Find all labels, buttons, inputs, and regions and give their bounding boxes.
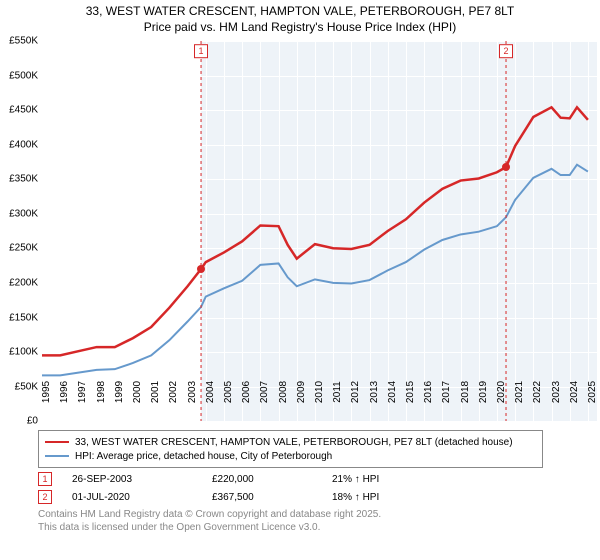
- marker-row-2: 2 01-JUL-2020 £367,500 18% ↑ HPI: [38, 488, 558, 506]
- y-tick-label: £400K: [9, 139, 38, 150]
- y-tick-label: £0: [27, 416, 38, 427]
- y-tick-label: £50K: [15, 381, 38, 392]
- y-tick-label: £250K: [9, 243, 38, 254]
- y-tick-label: £500K: [9, 70, 38, 81]
- legend-row-2: HPI: Average price, detached house, City…: [45, 449, 536, 463]
- legend-swatch-1: [45, 441, 69, 444]
- marker-date-2: 01-JUL-2020: [72, 492, 192, 503]
- footnote: Contains HM Land Registry data © Crown c…: [38, 508, 578, 534]
- y-tick-label: £450K: [9, 105, 38, 116]
- y-tick-label: £300K: [9, 208, 38, 219]
- legend-row-1: 33, WEST WATER CRESCENT, HAMPTON VALE, P…: [45, 435, 536, 449]
- title-line-1: 33, WEST WATER CRESCENT, HAMPTON VALE, P…: [4, 4, 596, 20]
- legend-label-2: HPI: Average price, detached house, City…: [75, 451, 332, 462]
- footnote-line-2: This data is licensed under the Open Gov…: [38, 521, 578, 534]
- chart-marker-2: 2: [499, 44, 513, 58]
- footnote-line-1: Contains HM Land Registry data © Crown c…: [38, 508, 578, 521]
- legend-label-1: 33, WEST WATER CRESCENT, HAMPTON VALE, P…: [75, 437, 513, 448]
- marker-num-2: 2: [42, 492, 47, 502]
- legend-swatch-2: [45, 455, 69, 458]
- marker-price-1: £220,000: [212, 474, 312, 485]
- chart-title: 33, WEST WATER CRESCENT, HAMPTON VALE, P…: [4, 4, 596, 35]
- data-point-2: [502, 163, 510, 171]
- y-tick-label: £100K: [9, 347, 38, 358]
- chart-marker-1: 1: [194, 44, 208, 58]
- marker-box-1: 1: [38, 472, 52, 486]
- marker-row-1: 1 26-SEP-2003 £220,000 21% ↑ HPI: [38, 470, 558, 488]
- data-point-1: [197, 265, 205, 273]
- y-tick-label: £200K: [9, 278, 38, 289]
- title-line-2: Price paid vs. HM Land Registry's House …: [4, 20, 596, 36]
- y-tick-label: £150K: [9, 312, 38, 323]
- y-axis: £0£50K£100K£150K£200K£250K£300K£350K£400…: [4, 41, 40, 421]
- marker-box-2: 2: [38, 490, 52, 504]
- markers-table: 1 26-SEP-2003 £220,000 21% ↑ HPI 2 01-JU…: [38, 470, 558, 506]
- marker-hpi-2: 18% ↑ HPI: [332, 492, 532, 503]
- marker-hpi-1: 21% ↑ HPI: [332, 474, 532, 485]
- line-chart-svg: [42, 41, 597, 421]
- marker-date-1: 26-SEP-2003: [72, 474, 192, 485]
- legend: 33, WEST WATER CRESCENT, HAMPTON VALE, P…: [38, 430, 543, 468]
- marker-num-1: 1: [42, 474, 47, 484]
- marker-price-2: £367,500: [212, 492, 312, 503]
- plot-area: £0£50K£100K£150K£200K£250K£300K£350K£400…: [42, 41, 597, 421]
- chart-container: 33, WEST WATER CRESCENT, HAMPTON VALE, P…: [0, 0, 600, 560]
- y-tick-label: £550K: [9, 36, 38, 47]
- y-tick-label: £350K: [9, 174, 38, 185]
